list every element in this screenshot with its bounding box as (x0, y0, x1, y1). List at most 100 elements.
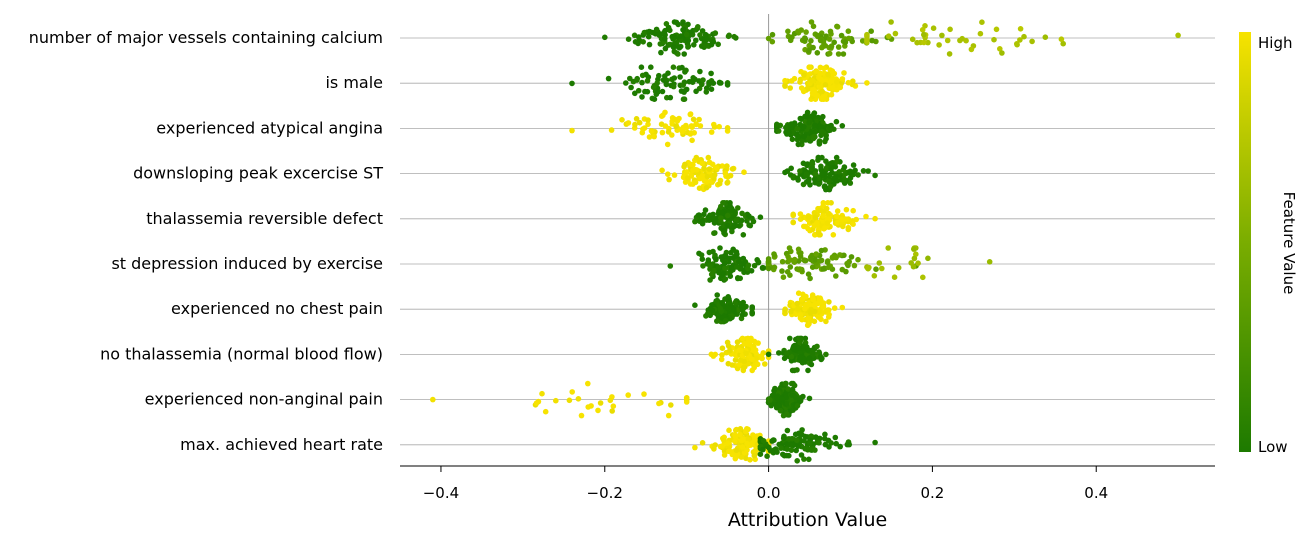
attribution-point (944, 37, 951, 44)
attribution-point (806, 456, 812, 463)
attribution-point (797, 79, 803, 85)
attribution-point (785, 28, 791, 35)
attribution-point (696, 250, 702, 257)
attribution-point (837, 84, 844, 91)
feature-label: max. achieved heart rate (180, 435, 383, 454)
attribution-point (828, 440, 834, 446)
attribution-point (719, 299, 726, 306)
attribution-point (719, 443, 725, 449)
attribution-point (740, 261, 746, 267)
feature-label: experienced atypical angina (156, 118, 383, 137)
attribution-point (638, 64, 645, 70)
attribution-point (644, 78, 651, 84)
attribution-point (760, 438, 767, 444)
attribution-point (834, 178, 841, 184)
attribution-point (822, 441, 829, 448)
attribution-point (709, 307, 716, 314)
attribution-point (919, 27, 926, 33)
attribution-point (671, 172, 678, 178)
attribution-point (794, 131, 800, 137)
attribution-point (834, 24, 841, 30)
x-tick-label: 0.0 (757, 484, 781, 502)
attribution-point (680, 96, 687, 102)
attribution-point (819, 128, 825, 135)
attribution-point (911, 246, 917, 252)
attribution-point (721, 452, 728, 458)
attribution-point (738, 347, 744, 354)
attribution-point (712, 218, 719, 224)
attribution-point (999, 50, 1005, 56)
attribution-point (646, 41, 653, 48)
attribution-point (826, 311, 832, 318)
attribution-point (733, 264, 740, 270)
attribution-point (939, 32, 945, 39)
attribution-point (733, 217, 740, 223)
attribution-point (731, 33, 737, 40)
attribution-point (553, 397, 559, 404)
attribution-point (699, 160, 705, 167)
attribution-point (769, 438, 775, 444)
attribution-point (764, 453, 770, 460)
feature-label: experienced non-anginal pain (145, 390, 383, 409)
attribution-point (986, 259, 993, 265)
attribution-point (714, 318, 720, 324)
attribution-point (804, 109, 811, 116)
attribution-point (787, 257, 794, 263)
attribution-point (921, 39, 927, 46)
attribution-point (814, 343, 820, 350)
attribution-point (813, 251, 819, 257)
attribution-point (855, 172, 861, 178)
attribution-point (724, 180, 730, 186)
attribution-point (806, 47, 812, 54)
attribution-point (834, 219, 841, 226)
attribution-point (683, 395, 690, 401)
attribution-point (872, 172, 878, 179)
attribution-point (724, 212, 731, 219)
attribution-point (711, 230, 717, 236)
x-tick-label: −0.2 (587, 484, 623, 502)
attribution-point (430, 396, 436, 403)
attribution-point (656, 400, 662, 407)
attribution-point (786, 441, 793, 448)
attribution-point (794, 300, 801, 307)
attribution-point (597, 400, 604, 406)
attribution-point (639, 79, 645, 86)
attribution-point (693, 88, 699, 95)
attribution-point (780, 274, 787, 281)
attribution-point (645, 33, 652, 40)
attribution-point (635, 87, 642, 94)
attribution-point (1017, 37, 1023, 43)
attribution-point (828, 165, 834, 172)
attribution-point (1029, 38, 1035, 45)
attribution-point (726, 348, 733, 354)
attribution-point (748, 335, 754, 342)
x-axis-title: Attribution Value (728, 509, 887, 531)
attribution-point (946, 51, 953, 57)
attribution-point (732, 299, 739, 306)
attribution-point (784, 427, 791, 434)
attribution-point (623, 80, 629, 86)
attribution-point (891, 274, 898, 281)
attribution-point (762, 361, 768, 367)
attribution-point (794, 458, 800, 464)
attribution-point (774, 394, 780, 401)
attribution-point (800, 181, 807, 188)
attribution-point (750, 218, 757, 225)
attribution-point (786, 452, 792, 459)
attribution-point (801, 456, 807, 462)
attribution-point (634, 77, 640, 83)
attribution-point (810, 86, 816, 93)
attribution-point (800, 291, 806, 298)
attribution-point (792, 431, 799, 438)
attribution-point (812, 171, 819, 177)
feature-labels: number of major vessels containing calci… (29, 28, 383, 454)
attribution-point (671, 75, 678, 81)
attribution-point (872, 439, 878, 446)
attribution-point (936, 42, 942, 48)
attribution-point (1021, 33, 1027, 40)
attribution-point (872, 215, 878, 222)
attribution-point (701, 165, 707, 172)
attribution-point (841, 164, 848, 170)
attribution-point (800, 343, 806, 350)
attribution-point (845, 79, 852, 86)
